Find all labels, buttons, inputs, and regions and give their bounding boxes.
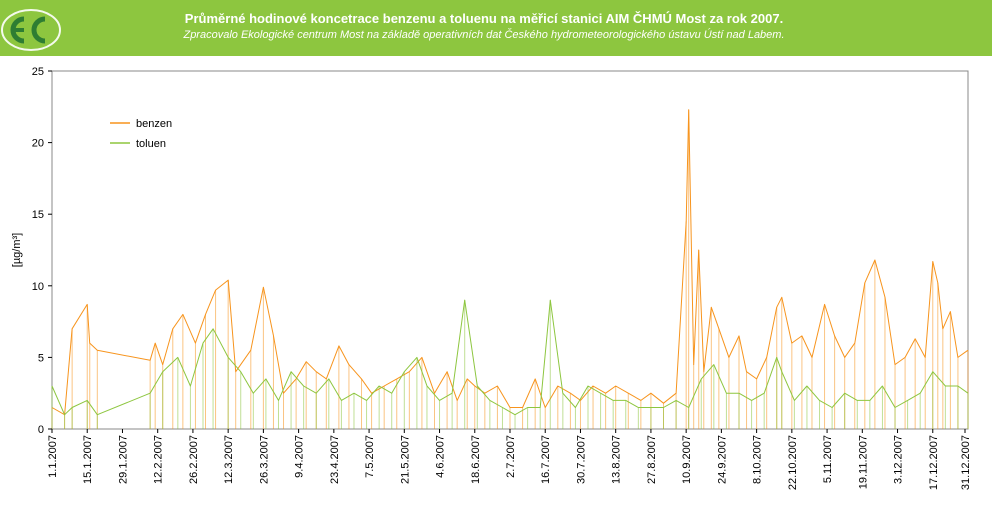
legend: benzen toluen xyxy=(110,118,172,150)
x-tick-label: 9.4.2007 xyxy=(294,435,306,478)
y-tick-label: 15 xyxy=(32,209,44,221)
ec-logo-icon xyxy=(1,9,61,51)
series-toluen xyxy=(51,299,969,429)
x-tick-label: 30.7.2007 xyxy=(575,435,587,484)
x-tick-label: 3.12.2007 xyxy=(893,435,905,484)
x-tick-label: 1.1.2007 xyxy=(47,435,59,478)
x-tick-label: 23.4.2007 xyxy=(329,435,341,484)
x-tick-label: 29.1.2007 xyxy=(117,435,129,484)
x-tick-label: 10.9.2007 xyxy=(681,435,693,484)
x-tick-label: 15.1.2007 xyxy=(82,435,94,484)
series-line-benzen xyxy=(51,109,969,416)
x-tick-label: 16.7.2007 xyxy=(540,435,552,484)
y-tick-label: 25 xyxy=(32,66,44,78)
x-tick-label: 22.10.2007 xyxy=(787,435,799,490)
x-tick-label: 26.2.2007 xyxy=(188,435,200,484)
x-tick-label: 31.12.2007 xyxy=(960,435,972,490)
x-tick-label: 21.5.2007 xyxy=(399,435,411,484)
page-subtitle: Zpracovalo Ekologické centrum Most na zá… xyxy=(183,29,785,41)
x-tick-label: 5.11.2007 xyxy=(822,435,834,483)
x-tick-label: 17.12.2007 xyxy=(928,435,940,490)
x-tick-label: 24.9.2007 xyxy=(716,435,728,484)
legend-label-benzen: benzen xyxy=(136,118,172,130)
page-title: Průměrné hodinové koncetrace benzenu a t… xyxy=(184,11,784,26)
x-tick-label: 27.8.2007 xyxy=(646,435,658,484)
x-tick-label: 13.8.2007 xyxy=(611,435,623,484)
series-line-toluen xyxy=(51,299,969,416)
plot-area xyxy=(51,70,969,430)
x-tick-label: 4.6.2007 xyxy=(435,435,447,478)
x-tick-label: 26.3.2007 xyxy=(258,435,270,484)
x-tick-label: 7.5.2007 xyxy=(364,435,376,478)
y-tick-label: 20 xyxy=(32,138,44,150)
line-chart: 0 5 10 15 20 25 1.1.2007 15.1.2007 29.1.2007 12.… xyxy=(11,66,972,490)
x-tick-label: 18.6.2007 xyxy=(470,435,482,484)
y-axis-label: [µg/m³] xyxy=(11,233,23,267)
x-tick-label: 12.2.2007 xyxy=(153,435,165,484)
x-tick-label: 8.10.2007 xyxy=(752,435,764,484)
chart-header: Průměrné hodinové koncetrace benzenu a t… xyxy=(0,0,992,56)
x-tick-label: 12.3.2007 xyxy=(223,435,235,484)
legend-label-toluen: toluen xyxy=(136,138,166,150)
y-tick-label: 10 xyxy=(32,281,44,293)
x-tick-label: 2.7.2007 xyxy=(505,435,517,478)
y-tick-label: 5 xyxy=(38,352,44,364)
x-tick-label: 19.11.2007 xyxy=(857,435,869,489)
y-tick-label: 0 xyxy=(38,424,44,436)
